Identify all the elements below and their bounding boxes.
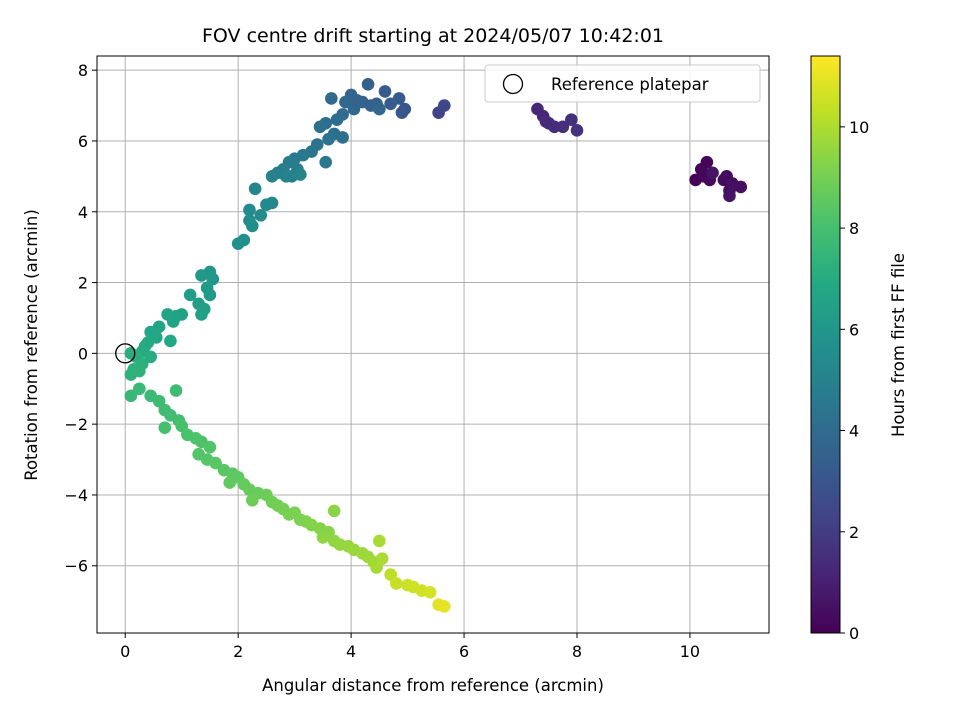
data-point (565, 113, 578, 127)
data-point (706, 166, 719, 180)
data-point (254, 208, 268, 222)
data-point (339, 95, 352, 109)
data-point (373, 534, 386, 548)
x-tick-label: 0 (120, 642, 130, 661)
data-point (423, 585, 437, 599)
x-tick-label: 8 (572, 642, 582, 661)
data-point (734, 180, 748, 194)
data-point (223, 476, 237, 489)
data-point (336, 131, 349, 144)
data-point (169, 384, 183, 397)
x-axis-label: Angular distance from reference (arcmin) (262, 676, 604, 695)
data-point (361, 78, 375, 91)
data-point (245, 219, 259, 233)
data-point (245, 493, 259, 507)
colorbar-gradient (811, 56, 840, 633)
colorbar-tick-label: 4 (849, 422, 859, 441)
y-tick-label: 2 (78, 274, 88, 293)
data-point (293, 168, 307, 181)
x-tick-label: 10 (680, 642, 700, 661)
chart-title: FOV centre drift starting at 2024/05/07 … (202, 25, 664, 47)
data-point (158, 421, 172, 434)
x-tick-label: 2 (233, 642, 243, 661)
data-point (723, 189, 736, 203)
y-tick-label: 6 (78, 132, 88, 151)
data-point (437, 600, 451, 613)
y-axis-label: Rotation from reference (arcmin) (22, 209, 41, 481)
data-point (325, 92, 338, 105)
data-point (195, 308, 208, 321)
plot-frame (96, 55, 770, 634)
data-point (195, 269, 208, 282)
y-tick-label: 8 (78, 61, 88, 80)
legend-label: Reference platepar (551, 75, 709, 94)
x-tick-label: 6 (459, 642, 469, 661)
data-point (700, 155, 714, 169)
x-tick-label: 4 (346, 642, 356, 661)
data-point (378, 85, 392, 98)
data-point (279, 170, 293, 183)
data-point (539, 115, 553, 128)
colorbar-frame (810, 55, 841, 634)
colorbar-ticks: 0 2 4 6 8 10 (840, 118, 869, 643)
data-point (330, 113, 344, 127)
y-tick-label: −4 (64, 486, 88, 505)
colorbar-tick-label: 6 (849, 320, 859, 339)
y-axis-ticks: −6 −4 −2 0 2 4 6 8 (64, 61, 97, 576)
data-point (437, 99, 451, 112)
legend: Reference platepar (484, 64, 761, 103)
colorbar: 0 2 4 6 8 10 Hours from first FF file (810, 55, 908, 643)
data-point (265, 170, 279, 183)
legend-box (484, 64, 761, 103)
data-point (570, 124, 584, 137)
grid-lines (97, 56, 769, 633)
legend-marker-icon (502, 73, 524, 95)
y-tick-label: −2 (64, 415, 88, 434)
data-point (144, 350, 157, 364)
colorbar-tick-label: 10 (849, 118, 869, 137)
y-tick-label: 4 (78, 203, 88, 222)
data-point (231, 237, 245, 250)
data-point (124, 389, 138, 403)
data-point (133, 364, 146, 378)
y-tick-label: 0 (78, 344, 88, 363)
data-point (389, 577, 403, 590)
colorbar-tick-label: 2 (849, 523, 859, 542)
data-point (327, 504, 341, 518)
data-point (375, 552, 389, 565)
data-point (347, 102, 361, 116)
reference-point-marker (115, 343, 136, 364)
colorbar-tick-label: 0 (849, 624, 859, 643)
x-axis-ticks: 0 2 4 6 8 10 (120, 633, 700, 661)
data-points (115, 78, 748, 613)
data-point (319, 155, 333, 169)
data-point (322, 132, 335, 146)
data-point (161, 308, 174, 321)
data-point (265, 196, 279, 210)
data-point (243, 203, 256, 217)
data-point (395, 106, 409, 119)
data-point (164, 334, 177, 348)
data-point (248, 182, 262, 196)
data-point (373, 102, 386, 116)
colorbar-tick-label: 8 (849, 219, 859, 238)
data-point (384, 97, 397, 111)
data-point (203, 288, 217, 302)
data-point (203, 440, 217, 454)
data-point (556, 120, 570, 134)
colorbar-label: Hours from first FF file (889, 253, 908, 437)
y-tick-label: −6 (64, 557, 88, 576)
data-point (183, 288, 197, 302)
data-point (313, 120, 327, 134)
data-point (133, 382, 146, 396)
data-point (209, 456, 222, 470)
data-point (316, 531, 330, 544)
